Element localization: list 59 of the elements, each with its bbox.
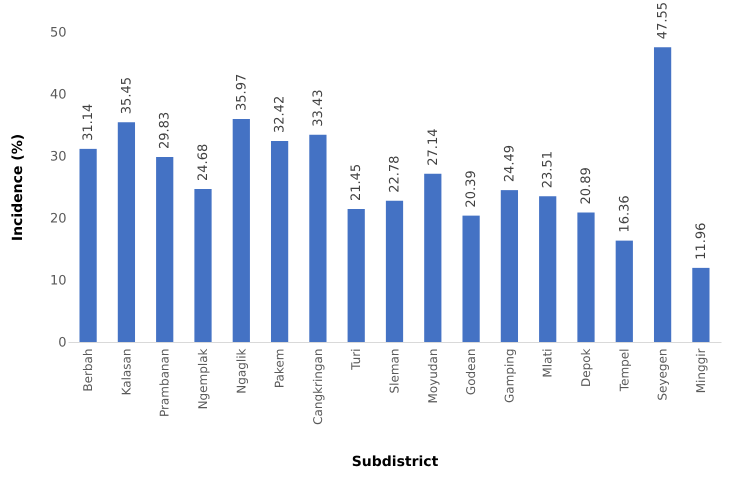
x-tick-label: Sleman xyxy=(388,348,402,394)
x-tick-label: Godean xyxy=(464,348,478,396)
bar xyxy=(194,188,212,342)
data-label: 22.78 xyxy=(388,156,402,193)
bar xyxy=(156,157,174,342)
bar xyxy=(386,200,404,342)
x-tick-label: Gamping xyxy=(502,348,516,404)
bar xyxy=(79,148,97,342)
x-tick-label: Cangkringan xyxy=(310,348,325,425)
x-axis-title: Subdistrict xyxy=(352,454,439,470)
data-label: 16.36 xyxy=(617,195,632,233)
bar xyxy=(424,174,442,342)
bar xyxy=(577,212,595,342)
bar xyxy=(616,240,633,342)
bar xyxy=(348,209,365,342)
x-tick-label: Mlati xyxy=(540,348,555,378)
data-label: 33.43 xyxy=(310,90,326,127)
data-label: 23.51 xyxy=(540,151,556,188)
y-tick-label: 20 xyxy=(50,212,66,226)
data-label: 35.45 xyxy=(119,76,134,114)
data-label: 24.49 xyxy=(502,144,518,182)
bar xyxy=(118,122,136,342)
data-label: 11.96 xyxy=(694,222,709,260)
x-tick-label: Berbah xyxy=(81,348,96,392)
y-tick-label: 50 xyxy=(50,26,66,40)
x-tick-label: Ngaglik xyxy=(234,348,248,394)
data-label: 29.83 xyxy=(158,112,173,150)
x-tick-label: Minggir xyxy=(694,348,708,394)
data-label: 31.14 xyxy=(81,104,96,141)
x-tick-label: Kalasan xyxy=(119,348,134,396)
bar xyxy=(500,190,518,342)
data-label: 27.14 xyxy=(426,128,441,166)
bar xyxy=(539,196,556,342)
y-tick-label: 40 xyxy=(50,88,66,102)
bar xyxy=(654,47,672,342)
bar xyxy=(462,216,480,342)
bar xyxy=(232,118,250,342)
bar xyxy=(692,268,710,342)
y-axis-title: Incidence (%) xyxy=(10,134,26,242)
y-tick-label: 0 xyxy=(58,336,66,350)
data-label: 21.45 xyxy=(349,164,364,202)
data-label: 20.89 xyxy=(578,167,594,204)
bar xyxy=(270,140,288,342)
bar xyxy=(309,134,327,342)
x-tick-label: Ngemplak xyxy=(196,348,210,410)
data-label: 47.55 xyxy=(656,2,671,40)
y-tick-label: 30 xyxy=(50,150,66,164)
data-label: 35.97 xyxy=(234,74,250,111)
data-label: 20.39 xyxy=(464,170,480,208)
x-tick-label: Pakem xyxy=(272,348,287,388)
x-tick-label: Turi xyxy=(349,348,364,371)
x-tick-label: Depok xyxy=(578,348,593,388)
x-tick-label: Seyegen xyxy=(656,348,670,401)
data-label: 24.68 xyxy=(196,144,212,181)
y-tick-label: 10 xyxy=(50,274,66,288)
x-tick-label: Moyudan xyxy=(426,348,440,404)
x-tick-label: Prambanan xyxy=(158,348,172,418)
x-tick-label: Tempel xyxy=(617,348,632,392)
data-label: 32.42 xyxy=(272,96,288,133)
